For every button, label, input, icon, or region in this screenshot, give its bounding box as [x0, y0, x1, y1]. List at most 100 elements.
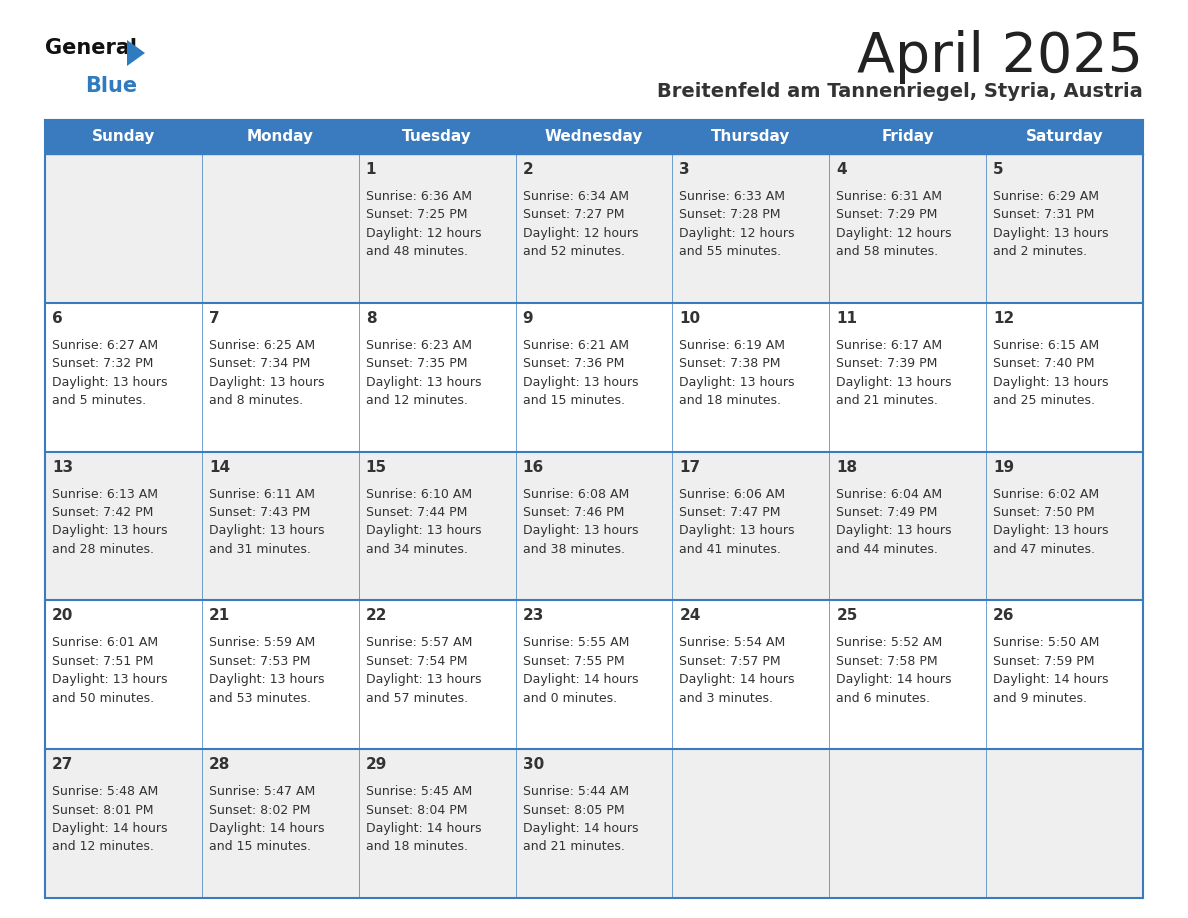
Text: 26: 26	[993, 609, 1015, 623]
Text: 4: 4	[836, 162, 847, 177]
Text: Sunset: 7:35 PM: Sunset: 7:35 PM	[366, 357, 467, 370]
Text: Daylight: 13 hours: Daylight: 13 hours	[523, 375, 638, 388]
Text: 30: 30	[523, 757, 544, 772]
Text: Sunset: 7:40 PM: Sunset: 7:40 PM	[993, 357, 1094, 370]
Text: Daylight: 13 hours: Daylight: 13 hours	[523, 524, 638, 537]
Text: Daylight: 12 hours: Daylight: 12 hours	[836, 227, 952, 240]
Text: and 28 minutes.: and 28 minutes.	[52, 543, 154, 555]
Bar	[202, 452, 359, 600]
Text: Daylight: 12 hours: Daylight: 12 hours	[523, 227, 638, 240]
Text: Daylight: 13 hours: Daylight: 13 hours	[993, 524, 1108, 537]
Bar	[516, 120, 672, 154]
Bar	[516, 600, 672, 749]
Text: 24: 24	[680, 609, 701, 623]
Text: Sunset: 7:59 PM: Sunset: 7:59 PM	[993, 655, 1094, 667]
Text: 23: 23	[523, 609, 544, 623]
Text: Sunset: 7:42 PM: Sunset: 7:42 PM	[52, 506, 153, 519]
Text: Sunset: 7:58 PM: Sunset: 7:58 PM	[836, 655, 937, 667]
Text: Sunrise: 5:57 AM: Sunrise: 5:57 AM	[366, 636, 472, 649]
Text: Daylight: 13 hours: Daylight: 13 hours	[366, 673, 481, 686]
Text: Daylight: 13 hours: Daylight: 13 hours	[366, 524, 481, 537]
Text: and 44 minutes.: and 44 minutes.	[836, 543, 939, 555]
Text: Sunrise: 6:13 AM: Sunrise: 6:13 AM	[52, 487, 158, 500]
Bar	[672, 452, 829, 600]
Text: Sunrise: 5:55 AM: Sunrise: 5:55 AM	[523, 636, 628, 649]
Text: 21: 21	[209, 609, 230, 623]
Text: Sunrise: 5:50 AM: Sunrise: 5:50 AM	[993, 636, 1100, 649]
Bar	[359, 452, 516, 600]
Text: and 18 minutes.: and 18 minutes.	[680, 394, 782, 407]
Text: Sunset: 7:27 PM: Sunset: 7:27 PM	[523, 208, 624, 221]
Text: Daylight: 14 hours: Daylight: 14 hours	[993, 673, 1108, 686]
Text: Breitenfeld am Tannenriegel, Styria, Austria: Breitenfeld am Tannenriegel, Styria, Aus…	[657, 82, 1143, 101]
Bar	[202, 749, 359, 898]
Text: Sunrise: 5:54 AM: Sunrise: 5:54 AM	[680, 636, 785, 649]
Text: Sunset: 8:04 PM: Sunset: 8:04 PM	[366, 803, 467, 817]
Text: Sunset: 7:31 PM: Sunset: 7:31 PM	[993, 208, 1094, 221]
Text: and 15 minutes.: and 15 minutes.	[209, 840, 311, 854]
Text: Sunrise: 6:04 AM: Sunrise: 6:04 AM	[836, 487, 942, 500]
Text: Sunset: 7:44 PM: Sunset: 7:44 PM	[366, 506, 467, 519]
Bar	[359, 600, 516, 749]
Text: Sunrise: 6:29 AM: Sunrise: 6:29 AM	[993, 190, 1099, 203]
Text: Friday: Friday	[881, 129, 934, 144]
Text: 15: 15	[366, 460, 387, 475]
Text: Sunset: 8:02 PM: Sunset: 8:02 PM	[209, 803, 310, 817]
Text: Sunrise: 6:27 AM: Sunrise: 6:27 AM	[52, 339, 158, 352]
Text: Daylight: 12 hours: Daylight: 12 hours	[680, 227, 795, 240]
Text: 22: 22	[366, 609, 387, 623]
Text: Daylight: 14 hours: Daylight: 14 hours	[680, 673, 795, 686]
Text: and 3 minutes.: and 3 minutes.	[680, 691, 773, 704]
Text: Sunset: 7:51 PM: Sunset: 7:51 PM	[52, 655, 153, 667]
Text: and 9 minutes.: and 9 minutes.	[993, 691, 1087, 704]
Bar	[986, 303, 1143, 452]
Text: Sunrise: 6:08 AM: Sunrise: 6:08 AM	[523, 487, 628, 500]
Text: Daylight: 13 hours: Daylight: 13 hours	[993, 375, 1108, 388]
Text: Sunrise: 6:06 AM: Sunrise: 6:06 AM	[680, 487, 785, 500]
Text: 5: 5	[993, 162, 1004, 177]
Text: 13: 13	[52, 460, 74, 475]
Text: Daylight: 13 hours: Daylight: 13 hours	[52, 375, 168, 388]
Text: and 21 minutes.: and 21 minutes.	[836, 394, 939, 407]
Text: Daylight: 13 hours: Daylight: 13 hours	[680, 375, 795, 388]
Text: Sunset: 7:25 PM: Sunset: 7:25 PM	[366, 208, 467, 221]
Text: Daylight: 12 hours: Daylight: 12 hours	[366, 227, 481, 240]
Bar	[986, 600, 1143, 749]
Bar	[516, 749, 672, 898]
Text: Sunset: 7:29 PM: Sunset: 7:29 PM	[836, 208, 937, 221]
Text: and 12 minutes.: and 12 minutes.	[52, 840, 154, 854]
Text: Sunrise: 6:21 AM: Sunrise: 6:21 AM	[523, 339, 628, 352]
Text: and 48 minutes.: and 48 minutes.	[366, 245, 468, 258]
Text: and 38 minutes.: and 38 minutes.	[523, 543, 625, 555]
Text: and 15 minutes.: and 15 minutes.	[523, 394, 625, 407]
Text: Sunset: 7:39 PM: Sunset: 7:39 PM	[836, 357, 937, 370]
Text: Sunrise: 6:02 AM: Sunrise: 6:02 AM	[993, 487, 1099, 500]
Text: Wednesday: Wednesday	[545, 129, 643, 144]
Text: Sunrise: 5:48 AM: Sunrise: 5:48 AM	[52, 785, 158, 798]
Text: and 41 minutes.: and 41 minutes.	[680, 543, 782, 555]
Bar	[829, 154, 986, 303]
Text: Daylight: 14 hours: Daylight: 14 hours	[523, 673, 638, 686]
Bar	[516, 154, 672, 303]
Text: Sunrise: 6:19 AM: Sunrise: 6:19 AM	[680, 339, 785, 352]
Text: Daylight: 13 hours: Daylight: 13 hours	[52, 524, 168, 537]
Text: and 18 minutes.: and 18 minutes.	[366, 840, 468, 854]
Bar	[986, 154, 1143, 303]
Text: Daylight: 13 hours: Daylight: 13 hours	[209, 375, 324, 388]
Text: 20: 20	[52, 609, 74, 623]
Text: Thursday: Thursday	[712, 129, 790, 144]
Bar	[45, 303, 202, 452]
Text: Sunset: 7:43 PM: Sunset: 7:43 PM	[209, 506, 310, 519]
Text: and 53 minutes.: and 53 minutes.	[209, 691, 311, 704]
Bar	[672, 303, 829, 452]
Text: 12: 12	[993, 311, 1015, 326]
Text: Sunset: 7:46 PM: Sunset: 7:46 PM	[523, 506, 624, 519]
Bar	[45, 749, 202, 898]
Polygon shape	[127, 40, 145, 66]
Text: 1: 1	[366, 162, 377, 177]
Text: Sunrise: 6:31 AM: Sunrise: 6:31 AM	[836, 190, 942, 203]
Text: Sunset: 7:55 PM: Sunset: 7:55 PM	[523, 655, 624, 667]
Text: 8: 8	[366, 311, 377, 326]
Text: 28: 28	[209, 757, 230, 772]
Bar	[45, 120, 202, 154]
